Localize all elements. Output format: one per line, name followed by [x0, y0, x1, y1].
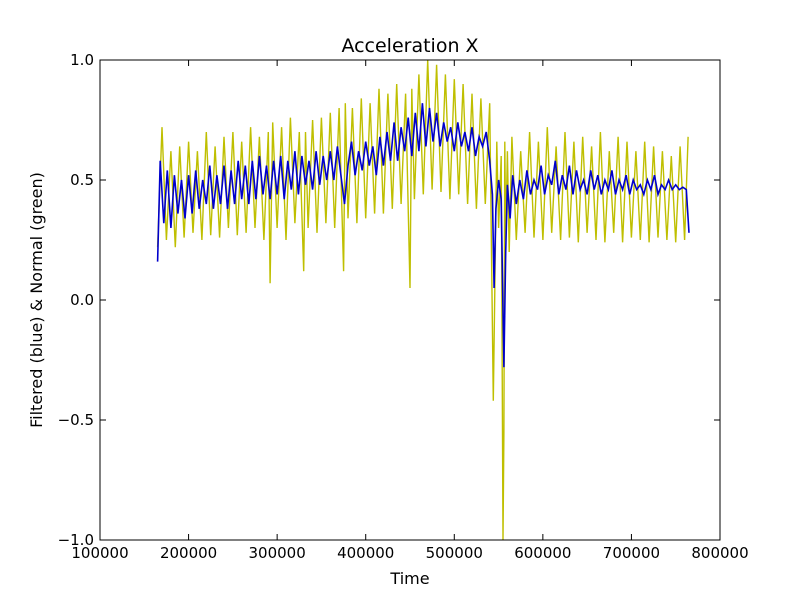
- x-axis-title: Time: [389, 569, 429, 588]
- x-tick-label: 800000: [691, 544, 748, 562]
- x-tick-label: 500000: [426, 544, 483, 562]
- y-axis-title: Filtered (blue) & Normal (green): [27, 172, 46, 428]
- x-tick-label: 300000: [249, 544, 306, 562]
- x-tick-label: 400000: [337, 544, 394, 562]
- x-tick-label: 100000: [71, 544, 128, 562]
- x-tick-label: 200000: [160, 544, 217, 562]
- y-tick-label: −1.0: [58, 531, 94, 549]
- ticks-layer: 100000 200000 300000 400000 500000 600000 7000…: [58, 51, 749, 562]
- y-tick-label: 0.5: [70, 171, 94, 189]
- y-tick-label: 1.0: [70, 51, 94, 69]
- y-tick-label: 0.0: [70, 291, 94, 309]
- y-tick-label: −0.5: [58, 411, 94, 429]
- series-line-filtered: [156, 103, 690, 368]
- chart-title: Acceleration X: [341, 35, 478, 57]
- x-tick-label: 600000: [514, 544, 571, 562]
- series-line-normal: [156, 60, 689, 540]
- x-tick-label: 700000: [603, 544, 660, 562]
- series-layer: [156, 60, 690, 540]
